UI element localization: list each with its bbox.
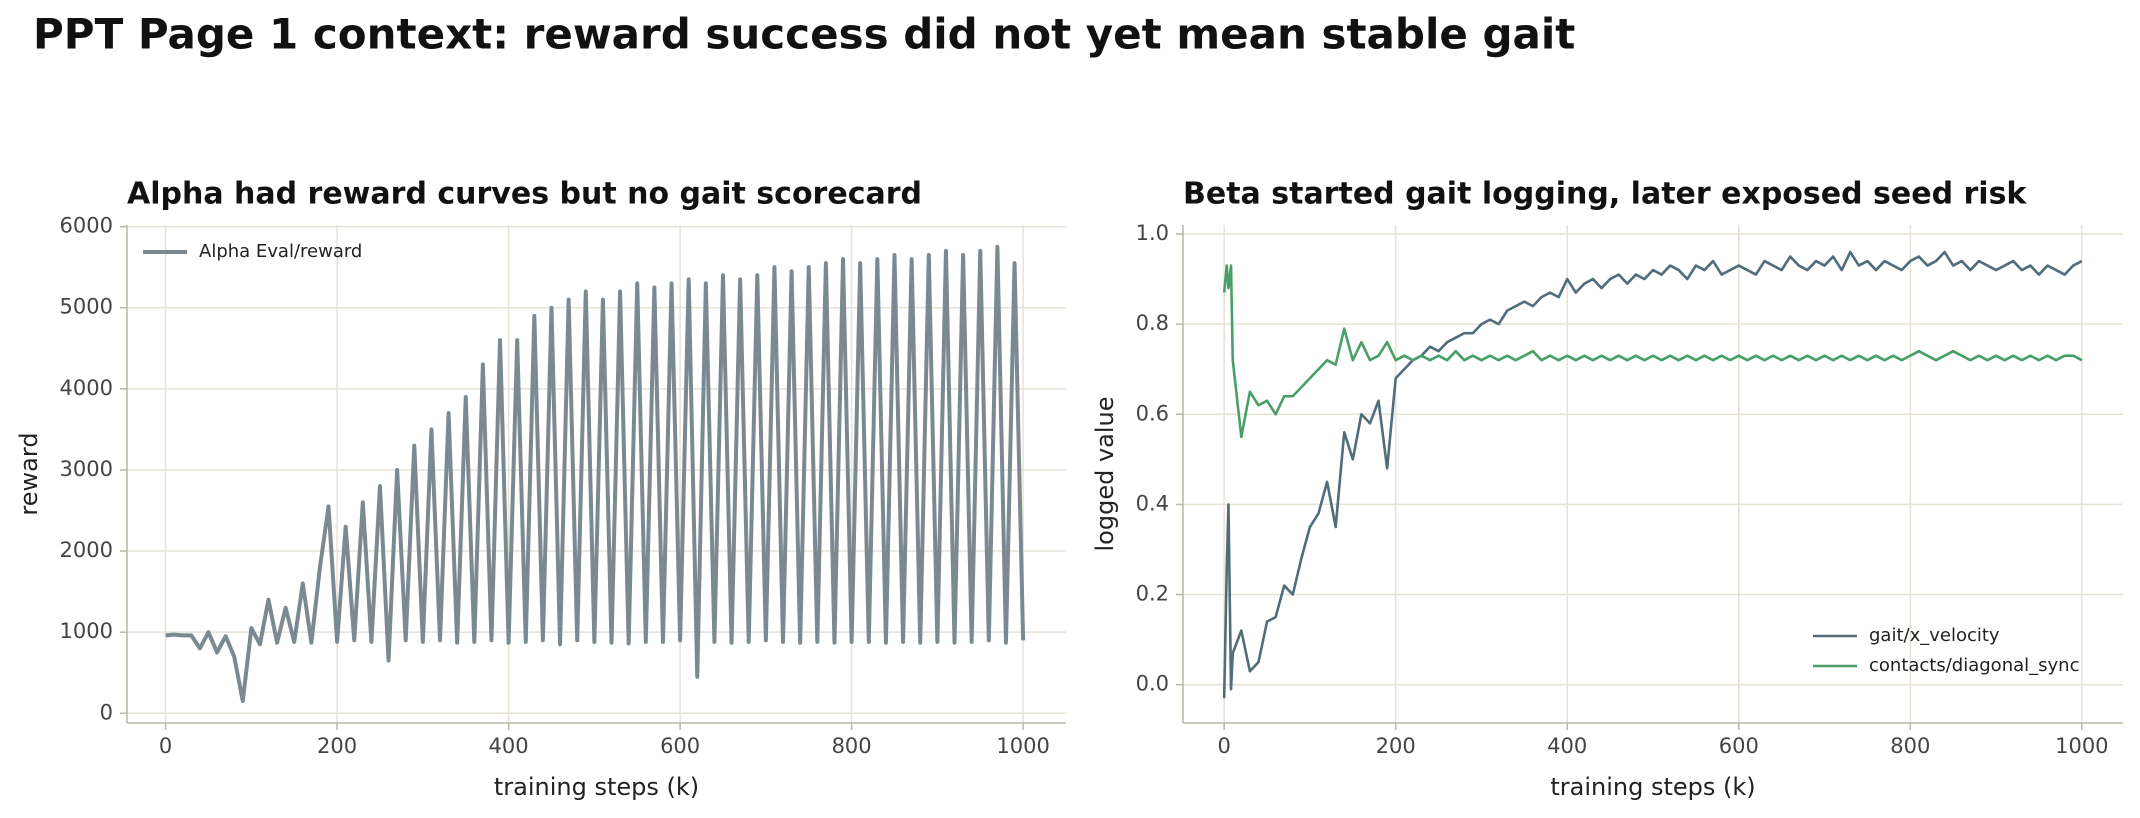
y-tick-label: 3000 xyxy=(60,457,113,481)
x-tick-label: 600 xyxy=(660,734,700,758)
y-tick-label: 0 xyxy=(100,700,113,724)
x-tick-label: 400 xyxy=(489,734,529,758)
subplot: 0 200 400 600 800 1000 0.0 0.2 0.4 0.6 0.8 1.0 Beta … xyxy=(1091,177,2123,801)
y-tick-label: 0.0 xyxy=(1136,672,1169,696)
page-title: PPT Page 1 context: reward success did n… xyxy=(33,10,1575,59)
y-tick-label: 0.2 xyxy=(1136,582,1169,606)
subplot-title: Beta started gait logging, later exposed… xyxy=(1183,177,2027,212)
x-axis-label: training steps (k) xyxy=(494,773,699,801)
y-tick-label: 0.8 xyxy=(1136,311,1169,335)
x-tick-label: 200 xyxy=(317,734,357,758)
y-tick-label: 0.4 xyxy=(1136,491,1169,515)
y-tick-label: 4000 xyxy=(60,376,113,400)
y-tick-label: 2000 xyxy=(60,538,113,562)
y-tick-label: 5000 xyxy=(60,295,113,319)
x-axis-label: training steps (k) xyxy=(1550,773,1755,801)
x-tick-label: 800 xyxy=(832,734,872,758)
x-tick-label: 0 xyxy=(1217,734,1230,758)
y-axis-label: reward xyxy=(15,432,43,515)
series-line xyxy=(1222,250,2083,699)
y-tick-label: 6000 xyxy=(60,214,113,238)
x-tick-label: 200 xyxy=(1376,734,1416,758)
subplot-title: Alpha had reward curves but no gait scor… xyxy=(127,177,922,212)
y-tick-label: 0.6 xyxy=(1136,401,1169,425)
series-line xyxy=(165,244,1026,704)
legend-label: Alpha Eval/reward xyxy=(199,241,362,262)
x-tick-label: 1000 xyxy=(2055,734,2108,758)
x-tick-label: 600 xyxy=(1719,734,1759,758)
x-tick-label: 1000 xyxy=(996,734,1049,758)
x-tick-label: 800 xyxy=(1890,734,1930,758)
y-axis-label: logged value xyxy=(1091,396,1119,551)
x-tick-label: 0 xyxy=(159,734,172,758)
series-line xyxy=(1222,264,2083,439)
subplot: 0 200 400 600 800 1000 0 1000 2000 3000 4000 5000 60… xyxy=(15,177,1066,801)
y-tick-label: 1.0 xyxy=(1136,221,1169,245)
legend-label: contacts/diagonal_sync xyxy=(1869,655,2079,676)
x-tick-label: 400 xyxy=(1547,734,1587,758)
legend-label: gait/x_velocity xyxy=(1869,625,2000,646)
y-tick-label: 1000 xyxy=(60,619,113,643)
